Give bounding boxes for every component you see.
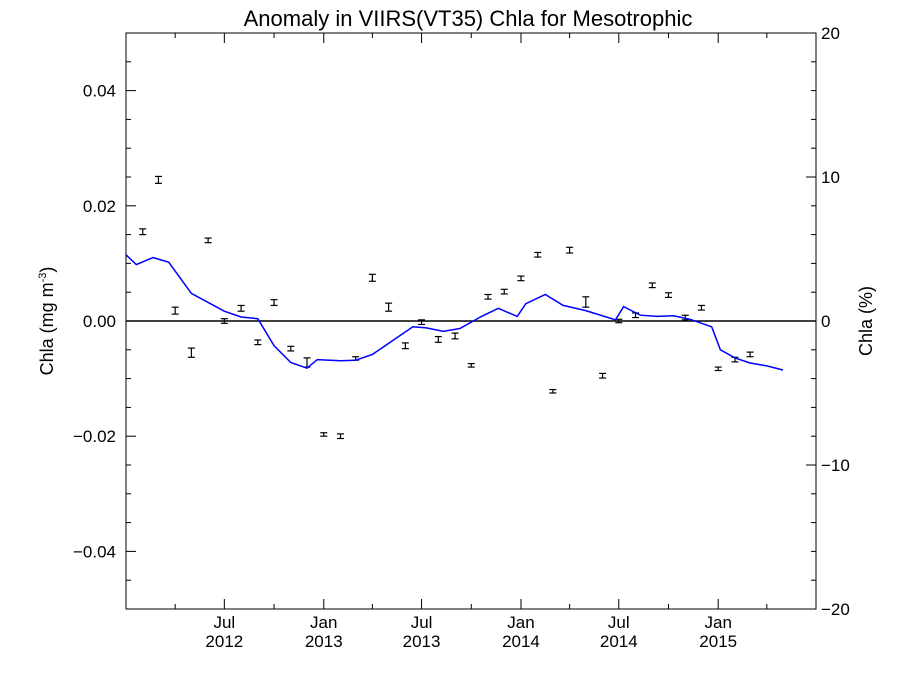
anomaly-error-bar <box>599 372 607 379</box>
x-tick-label-month: Jan <box>704 613 731 632</box>
anomaly-error-bar <box>154 175 162 184</box>
anomaly-error-bar <box>204 237 212 244</box>
anomaly-error-bar <box>287 345 295 352</box>
anomaly-error-bar <box>648 282 656 289</box>
x-tick-label-year: 2014 <box>600 632 638 651</box>
x-tick-label-year: 2014 <box>502 632 540 651</box>
left-y-axis: 0.04 0.02 0.00 −0.02 −0.04 <box>73 32 136 610</box>
anomaly-error-bar <box>451 332 459 340</box>
anomaly-error-bar <box>368 273 376 282</box>
x-tick-label-year: 2013 <box>305 632 343 651</box>
anomaly-error-bar <box>320 432 328 437</box>
anomaly-error-bar <box>500 288 508 295</box>
x-axis: Jul2012Jan2013Jul2013Jan2014Jul2014Jan20… <box>174 33 768 651</box>
anomaly-error-bar <box>187 347 195 358</box>
x-tick-label-year: 2015 <box>699 632 737 651</box>
right-y-axis: 20 10 0 −10 −20 <box>806 24 850 619</box>
anomaly-error-bar <box>270 299 278 307</box>
left-tick-label: 0.02 <box>83 197 116 216</box>
anomaly-error-bar <box>171 306 179 315</box>
anomaly-error-bar <box>337 433 345 440</box>
right-tick-label: 20 <box>821 24 840 43</box>
right-tick-label: −10 <box>821 456 850 475</box>
anomaly-error-bar <box>484 293 492 300</box>
anomaly-error-bar <box>385 302 393 312</box>
running-mean-line <box>126 254 784 371</box>
anomaly-error-bar <box>697 304 705 311</box>
x-tick-label-year: 2013 <box>403 632 441 651</box>
anomaly-points <box>139 175 754 440</box>
left-y-axis-label: Chla (mg m-3) <box>37 267 57 376</box>
anomaly-error-bar <box>714 366 722 372</box>
chart-title: Anomaly in VIIRS(VT35) Chla for Mesotrop… <box>244 6 693 31</box>
anomaly-error-bar <box>401 342 409 350</box>
left-tick-label: −0.02 <box>73 427 116 446</box>
left-tick-label: −0.04 <box>73 542 116 561</box>
x-tick-label-month: Jul <box>608 613 630 632</box>
anomaly-error-bar <box>220 318 228 324</box>
anomaly-error-bar <box>566 246 574 254</box>
anomaly-error-bar <box>517 275 525 282</box>
anomaly-error-bar <box>664 292 672 298</box>
right-tick-label: 0 <box>821 312 830 331</box>
x-tick-label-month: Jan <box>507 613 534 632</box>
x-tick-label-month: Jan <box>310 613 337 632</box>
x-tick-label-month: Jul <box>411 613 433 632</box>
anomaly-error-bar <box>534 251 542 258</box>
anomaly-error-bar <box>467 363 475 368</box>
right-tick-label: 10 <box>821 168 840 187</box>
left-tick-label: 0.04 <box>83 82 116 101</box>
anomaly-error-bar <box>746 351 754 358</box>
right-y-axis-label: Chla (%) <box>856 286 876 356</box>
anomaly-error-bar <box>434 335 442 343</box>
anomaly-error-bar <box>582 296 590 308</box>
left-tick-label: 0.00 <box>83 312 116 331</box>
anomaly-error-bar <box>549 388 557 394</box>
anomaly-error-bar <box>139 228 147 236</box>
anomaly-error-bar <box>418 319 426 326</box>
anomaly-error-bar <box>237 304 245 312</box>
x-tick-label-year: 2012 <box>205 632 243 651</box>
anomaly-error-bar <box>254 339 262 346</box>
x-tick-label-month: Jul <box>213 613 235 632</box>
right-tick-label: −20 <box>821 600 850 619</box>
